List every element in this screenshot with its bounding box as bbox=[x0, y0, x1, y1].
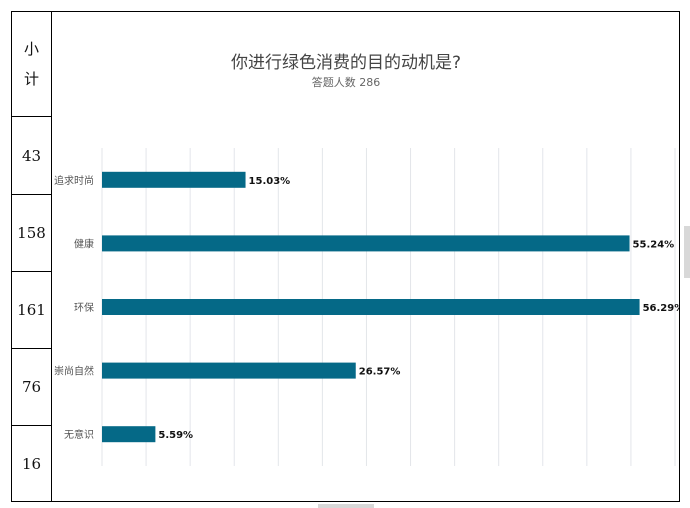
category-label-4: 崇尚自然 bbox=[54, 365, 94, 378]
count-cell-3: 161 bbox=[17, 301, 46, 319]
count-column: 小 计 43 158 161 76 16 bbox=[11, 11, 52, 501]
bar-2 bbox=[102, 235, 630, 252]
count-cell-2: 158 bbox=[17, 224, 46, 242]
sheet-border-left bbox=[11, 11, 12, 502]
row-divider bbox=[11, 194, 52, 195]
row-divider bbox=[11, 116, 52, 117]
row-divider bbox=[11, 425, 52, 426]
count-cell-5: 16 bbox=[21, 454, 42, 473]
count-header-char-1: 小 bbox=[23, 39, 39, 58]
sheet-edge-right bbox=[684, 226, 690, 278]
value-label-2: 55.24% bbox=[633, 239, 675, 250]
count-header-char-2: 计 bbox=[23, 69, 39, 88]
category-label-3: 环保 bbox=[74, 301, 94, 314]
chart-title: 你进行绿色消费的目的动机是? bbox=[231, 53, 461, 73]
count-cell-1: 43 bbox=[21, 146, 42, 165]
bar-chart: 你进行绿色消费的目的动机是? 答题人数 286 追求时尚 15.03% 健康 55.2… bbox=[54, 53, 679, 466]
value-label-5: 5.59% bbox=[158, 430, 193, 441]
bar-5 bbox=[102, 426, 156, 443]
chart-subtitle: 答题人数 286 bbox=[312, 75, 381, 89]
row-divider bbox=[11, 348, 52, 349]
category-label-1: 追求时尚 bbox=[54, 174, 94, 187]
sheet-edge-bottom bbox=[318, 504, 374, 508]
sheet-border-bottom bbox=[11, 501, 680, 502]
bar-4 bbox=[102, 362, 356, 379]
count-cell-4: 76 bbox=[21, 378, 42, 396]
bar-3 bbox=[102, 299, 640, 315]
category-label-2: 健康 bbox=[74, 237, 94, 250]
chart-bars: 追求时尚 15.03% 健康 55.24% 环保 56.29% 崇尚自然 26.57% 无意识 5… bbox=[54, 171, 679, 443]
count-header-cell: 小 计 bbox=[11, 11, 52, 116]
value-label-4: 26.57% bbox=[359, 367, 401, 378]
value-label-1: 15.03% bbox=[249, 176, 291, 187]
row-divider bbox=[11, 271, 52, 272]
count-column-divider bbox=[51, 11, 52, 502]
sheet-border-right bbox=[679, 11, 680, 502]
value-label-3: 56.29% bbox=[643, 303, 679, 314]
bar-1 bbox=[102, 171, 246, 188]
sheet-border-top bbox=[11, 11, 680, 12]
category-label-5: 无意识 bbox=[64, 428, 94, 441]
